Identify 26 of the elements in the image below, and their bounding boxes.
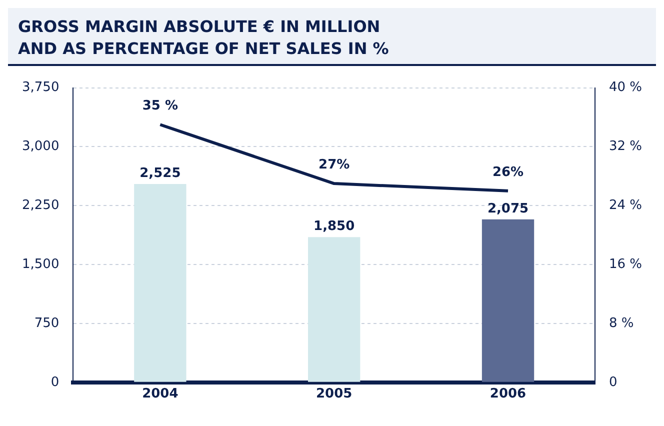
y2-tick-label: 0 — [608, 374, 618, 390]
bar — [308, 237, 360, 382]
data-label: 2,075 — [487, 201, 529, 216]
y-tick-label: 0 — [50, 374, 60, 390]
y2-tick-label: 24 % — [608, 198, 642, 214]
data-label: 27% — [318, 157, 350, 172]
x-tick-label: 2006 — [490, 386, 526, 402]
chart-title: GROSS MARGIN ABSOLUTE € IN MILLION — [18, 16, 382, 38]
y-tick-label: 2,250 — [22, 198, 60, 214]
x-tick-label: 2005 — [316, 386, 352, 402]
y2-tick-label: 16 % — [608, 256, 642, 272]
y-tick-label: 750 — [34, 316, 60, 331]
y2-tick-label: 8 % — [608, 316, 634, 331]
bar — [134, 184, 186, 382]
y-tick-label: 3,000 — [22, 139, 60, 154]
y-tick-label: 3,750 — [22, 80, 60, 96]
y2-tick-label: 32 % — [608, 139, 642, 154]
x-tick-label: 2004 — [142, 386, 178, 402]
y-tick-label: 1,500 — [22, 256, 60, 272]
y2-tick-label: 40 % — [608, 80, 642, 96]
chart-subtitle: AND AS PERCENTAGE OF NET SALES IN % — [18, 38, 390, 60]
data-label: 2,525 — [140, 166, 181, 181]
bar — [482, 219, 534, 382]
data-label: 1,850 — [314, 218, 355, 234]
data-label: 35 % — [142, 98, 178, 114]
data-label: 26% — [492, 164, 524, 180]
